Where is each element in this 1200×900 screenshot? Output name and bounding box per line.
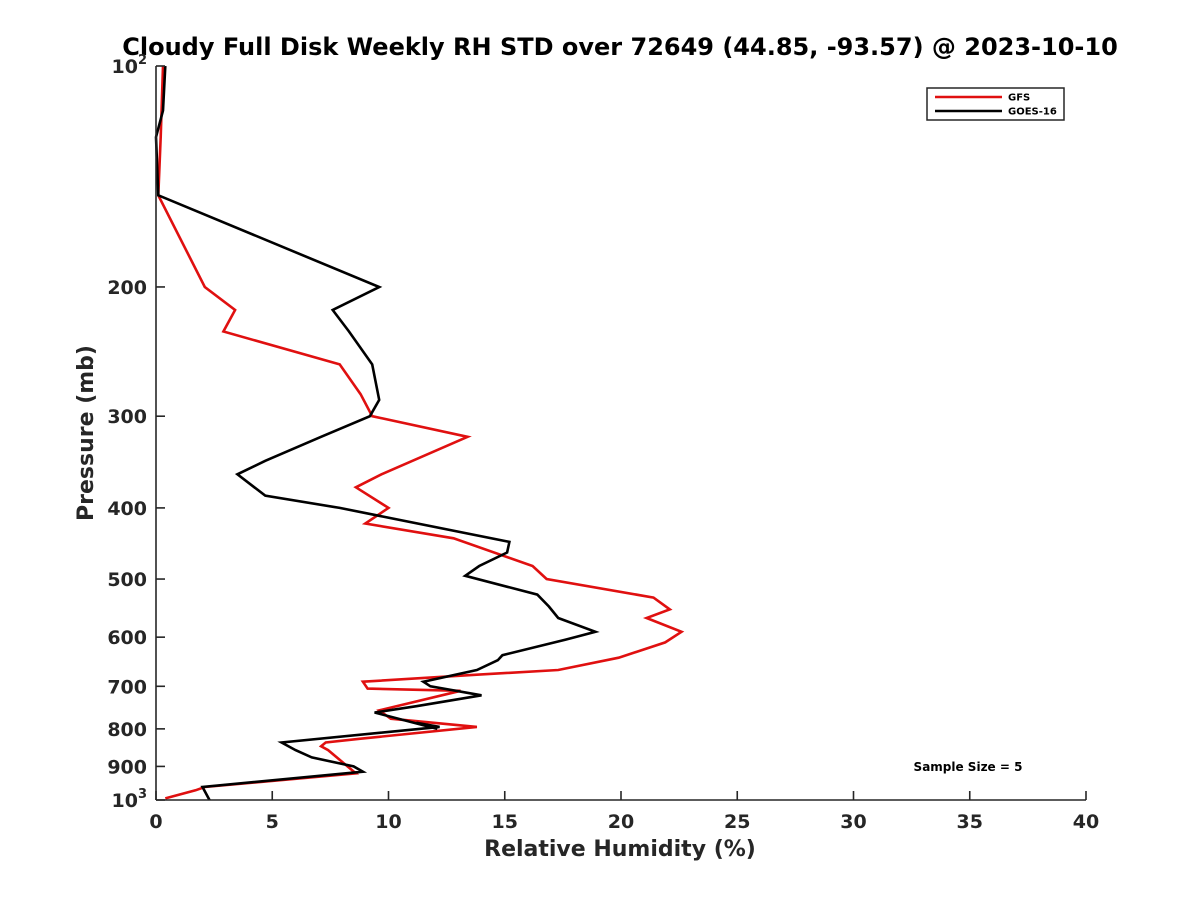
x-tick-label-0: 0	[149, 811, 162, 833]
y-tick-label-600: 600	[107, 627, 147, 649]
plot-area: 0 5 10 15 20 25 30 35 40 102 200 300 400 500 600 700 80…	[107, 53, 1099, 833]
y-tick-label-400: 400	[107, 498, 147, 520]
x-tick-label-15: 15	[492, 811, 518, 833]
y-axis-ticks: 102 200 300 400 500 600 700 800 900 103	[107, 53, 165, 812]
plot-background	[156, 66, 1086, 800]
y-tick-label-500: 500	[107, 569, 147, 591]
y-tick-label-700: 700	[107, 676, 147, 698]
x-tick-label-35: 35	[957, 811, 983, 833]
x-tick-label-5: 5	[266, 811, 279, 833]
y-tick-label-300: 300	[107, 406, 147, 428]
x-tick-label-25: 25	[724, 811, 750, 833]
x-tick-label-10: 10	[375, 811, 401, 833]
series-layer	[154, 65, 685, 801]
sample-size-annotation: Sample Size = 5	[914, 760, 1023, 774]
legend-label-gfs: GFS	[1008, 93, 1030, 104]
y-tick-label-800: 800	[107, 719, 147, 741]
y-axis-label: Pressure (mb)	[74, 345, 99, 521]
x-axis-ticks: 0 5 10 15 20 25 30 35 40	[149, 791, 1099, 833]
y-tick-label-1000: 103	[112, 787, 148, 812]
legend-label-goes-16: GOES-16	[1008, 107, 1057, 118]
y-tick-label-200: 200	[107, 277, 147, 299]
legend-box	[926, 87, 1065, 121]
series-line-gfs	[156, 65, 685, 800]
x-tick-label-40: 40	[1073, 811, 1099, 833]
series-line-goes-16	[154, 65, 600, 801]
x-axis-label: Relative Humidity (%)	[484, 837, 756, 862]
legend: GFS GOES-16	[926, 87, 1065, 121]
x-tick-label-20: 20	[608, 811, 634, 833]
chart-title: Cloudy Full Disk Weekly RH STD over 7264…	[122, 33, 1118, 61]
y-tick-label-100: 102	[112, 53, 148, 78]
y-tick-label-900: 900	[107, 756, 147, 778]
x-tick-label-30: 30	[840, 811, 866, 833]
